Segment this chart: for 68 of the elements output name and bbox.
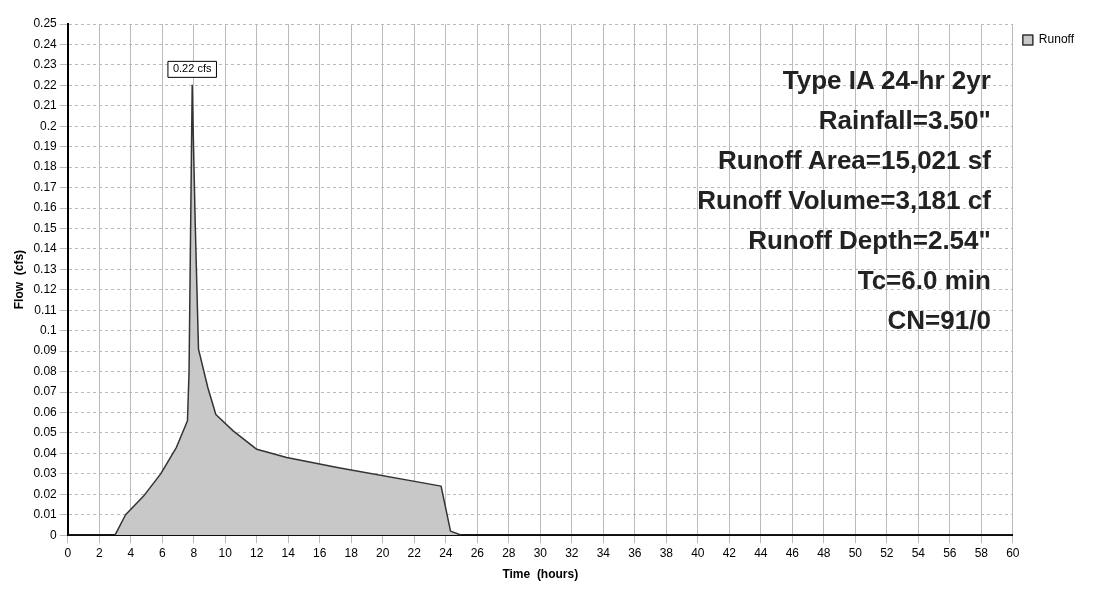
x-tick-label: 14 <box>281 545 296 560</box>
x-tick-label: 0 <box>64 545 72 560</box>
y-tick-label: 0.01 <box>33 507 58 522</box>
annotation: Runoff Volume=3,181 cf <box>697 185 992 216</box>
annotation: Runoff Area=15,021 sf <box>717 145 992 176</box>
y-tick-label: 0.02 <box>33 486 58 501</box>
y-tick-label: 0.19 <box>33 139 58 153</box>
y-axis-title: Flow (cfs) <box>11 249 26 310</box>
x-tick-label: 50 <box>848 545 863 560</box>
x-tick-label: 52 <box>880 545 894 560</box>
x-tick-label: 36 <box>628 545 642 560</box>
annotation: Type IA 24-hr 2yr <box>782 65 991 96</box>
x-axis-title: Time (hours) <box>502 567 579 582</box>
x-tick-label: 6 <box>158 545 166 560</box>
x-tick-label: 4 <box>127 545 135 560</box>
y-tick-label: 0.24 <box>33 36 58 51</box>
x-tick-label: 48 <box>817 545 831 560</box>
x-tick-label: 54 <box>911 545 926 560</box>
x-tick-label: 56 <box>943 545 957 560</box>
y-tick-label: 0.21 <box>33 98 58 113</box>
x-tick-label: 22 <box>407 545 422 560</box>
annotation: Runoff Depth=2.54" <box>748 225 991 256</box>
x-tick-label: 42 <box>722 545 737 560</box>
y-tick-label: 0.25 <box>33 16 58 31</box>
annotation: CN=91/0 <box>887 305 991 336</box>
annotation: 0.22 cfs <box>172 62 212 75</box>
x-tick-label: 24 <box>439 545 453 560</box>
annotation: Tc=6.0 min <box>857 265 991 296</box>
x-tick-label: 38 <box>659 545 674 560</box>
x-tick-label: 8 <box>190 545 198 560</box>
x-tick-label: 28 <box>502 545 516 560</box>
x-tick-label: 32 <box>565 545 579 560</box>
y-tick-label: 0.23 <box>33 57 58 72</box>
y-tick-label: 0.06 <box>33 404 58 419</box>
y-tick-label: 0.11 <box>34 302 58 317</box>
x-tick-label: 40 <box>691 545 705 560</box>
x-tick-label: 18 <box>344 545 359 560</box>
y-tick-label: 0.17 <box>33 179 58 194</box>
y-tick-label: 0.03 <box>33 466 58 481</box>
annotation: Rainfall=3.50" <box>818 105 991 136</box>
x-tick-label: 16 <box>313 545 327 560</box>
y-tick-label: 0.14 <box>33 241 58 256</box>
y-tick-label: 0.07 <box>33 384 58 399</box>
y-tick-label: 0.09 <box>33 343 58 358</box>
y-tick-label: 0.1 <box>40 323 58 338</box>
x-tick-label: 60 <box>1006 545 1020 560</box>
y-tick-label: 0.18 <box>33 159 58 174</box>
x-tick-label: 44 <box>754 545 768 560</box>
y-tick-label: 0.13 <box>33 261 58 276</box>
x-tick-label: 20 <box>376 545 390 560</box>
y-tick-label: 0.15 <box>33 220 58 235</box>
x-tick-label: 34 <box>596 545 611 560</box>
x-tick-label: 46 <box>785 545 800 560</box>
x-tick-label: 26 <box>470 545 485 560</box>
x-tick-label: 58 <box>974 545 989 560</box>
y-tick-label: 0 <box>50 527 58 542</box>
y-tick-label: 0.08 <box>33 363 58 378</box>
y-tick-label: 0.16 <box>33 200 58 215</box>
y-tick-label: 0.22 <box>33 77 58 92</box>
y-tick-label: 0.05 <box>33 425 58 440</box>
y-tick-label: 0.12 <box>33 282 58 297</box>
legend-label: Runoff <box>1038 32 1075 47</box>
x-tick-label: 2 <box>95 545 103 560</box>
y-tick-label: 0.04 <box>33 445 58 460</box>
y-tick-label: 0.2 <box>40 118 58 133</box>
x-tick-label: 12 <box>250 545 264 560</box>
x-tick-label: 10 <box>218 545 233 560</box>
x-tick-label: 30 <box>533 545 548 560</box>
